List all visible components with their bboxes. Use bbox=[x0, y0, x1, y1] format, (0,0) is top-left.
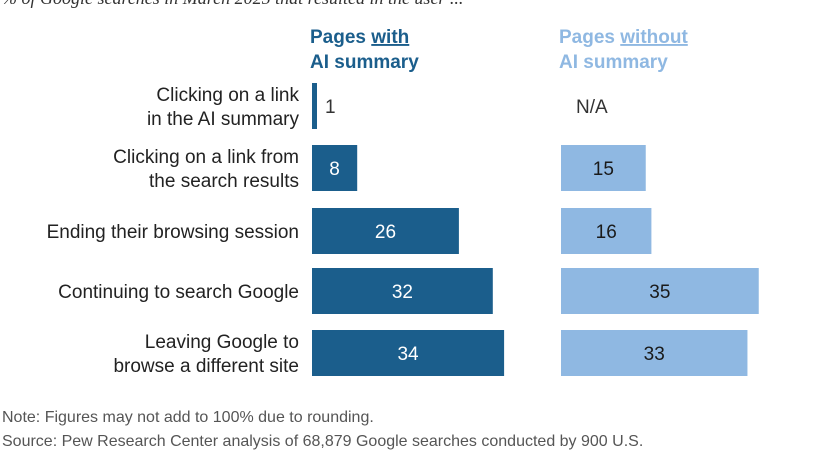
data-label-s2-2: 15 bbox=[593, 159, 614, 180]
data-label-s2-4: 35 bbox=[649, 282, 670, 303]
data-label-s2-5: 33 bbox=[644, 344, 665, 365]
category-label-5-line-1: Leaving Google to bbox=[145, 332, 299, 353]
category-label-3: Ending their browsing session bbox=[47, 222, 299, 243]
category-label-1-line-2: in the AI summary bbox=[147, 109, 300, 130]
bar-s2-2 bbox=[561, 145, 646, 191]
data-label-s1-2: 8 bbox=[329, 159, 340, 180]
bar-s1-2 bbox=[312, 145, 358, 191]
chart-subtitle: % of Google searches in March 2025 that … bbox=[2, 0, 463, 8]
bar-s2-4 bbox=[561, 268, 759, 314]
category-label-4-line-1: Continuing to search Google bbox=[58, 282, 299, 303]
bar-s1-1 bbox=[312, 83, 317, 129]
category-label-1-line-1: Clicking on a link bbox=[156, 85, 299, 106]
series-header-1-prefix: Pages bbox=[310, 27, 371, 48]
series-header-2-keyword: without bbox=[619, 27, 688, 48]
bar-s1-3 bbox=[312, 208, 459, 254]
chart-source: Source: Pew Research Center analysis of … bbox=[2, 433, 643, 450]
data-label-s1-4: 32 bbox=[392, 282, 413, 303]
series-header-1-line-2: AI summary bbox=[310, 52, 419, 73]
series-header-2-line-2: AI summary bbox=[559, 52, 668, 73]
data-label-s1-5: 34 bbox=[397, 344, 419, 365]
bar-s1-4 bbox=[312, 268, 493, 314]
category-label-4: Continuing to search Google bbox=[58, 282, 299, 303]
category-label-2: Clicking on a link from the search result… bbox=[113, 147, 299, 192]
series-header-1-line-1: Pages with bbox=[310, 27, 409, 48]
category-label-2-line-1: Clicking on a link from bbox=[113, 147, 299, 168]
data-label-s2-1: N/A bbox=[576, 97, 608, 118]
category-label-5-line-2: browse a different site bbox=[113, 356, 299, 377]
bar-s2-3 bbox=[561, 208, 652, 254]
data-label-s2-3: 16 bbox=[596, 222, 617, 243]
category-label-1: Clicking on a link in the AI summary bbox=[147, 85, 300, 130]
data-label-s1-3: 26 bbox=[375, 222, 396, 243]
category-label-2-line-2: the search results bbox=[149, 171, 299, 192]
series-header-2-line-1: Pages without bbox=[559, 27, 688, 48]
chart-note: Note: Figures may not add to 100% due to… bbox=[2, 409, 374, 426]
data-label-s1-1: 1 bbox=[325, 97, 336, 118]
bar-s2-5 bbox=[561, 330, 748, 376]
bar-s1-5 bbox=[312, 330, 505, 376]
series-header-2-prefix: Pages bbox=[559, 27, 620, 48]
category-label-5: Leaving Google to browse a different site bbox=[113, 332, 299, 377]
series-header-1-keyword: with bbox=[370, 27, 409, 48]
category-label-3-line-1: Ending their browsing session bbox=[47, 222, 299, 243]
